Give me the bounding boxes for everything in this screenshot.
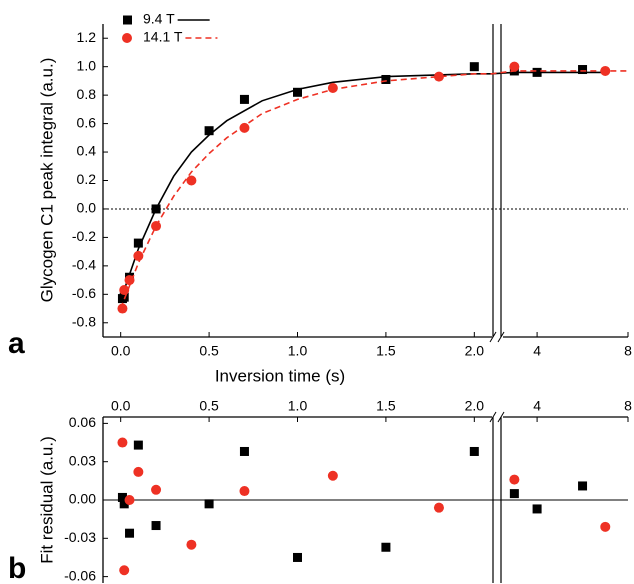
break-slash: [497, 331, 505, 343]
y-tick-label: 0.03: [69, 452, 96, 468]
point: [509, 474, 520, 485]
break-slash: [489, 331, 497, 343]
point: [239, 122, 250, 133]
point: [204, 126, 214, 136]
y-tick-label: 1.0: [77, 57, 97, 73]
point: [469, 62, 479, 72]
point: [239, 486, 250, 497]
point: [469, 446, 479, 456]
point: [433, 71, 444, 82]
x-tick-label: 1.5: [376, 398, 396, 414]
point: [293, 87, 302, 97]
point: [204, 499, 214, 509]
y-axis-label: Fit residual (a.u.): [37, 436, 56, 564]
legend-label: 14.1 T: [143, 29, 183, 45]
point: [186, 539, 197, 550]
point: [578, 481, 588, 491]
point: [509, 61, 520, 72]
point: [119, 499, 129, 509]
x-tick-label: 0.0: [111, 398, 131, 414]
point: [119, 565, 130, 576]
point: [151, 521, 161, 531]
point: [239, 94, 249, 104]
point: [381, 542, 391, 552]
y-tick-label: 0.8: [77, 86, 97, 102]
fit-line: [119, 71, 606, 301]
fit-line: [119, 70, 628, 309]
legend-label: 9.4 T: [143, 11, 175, 27]
y-tick-label: -0.4: [72, 257, 96, 273]
x-tick-label: 0.5: [199, 343, 219, 359]
break-slash: [497, 411, 505, 423]
x-tick-label: 4: [533, 343, 541, 359]
point: [532, 67, 542, 77]
point: [381, 74, 391, 84]
point: [293, 552, 302, 562]
y-tick-label: 0.00: [69, 491, 96, 507]
point: [125, 528, 135, 538]
point: [327, 470, 338, 481]
point: [133, 440, 143, 450]
x-tick-label: 1.0: [288, 398, 308, 414]
point: [600, 521, 611, 532]
point: [239, 446, 249, 456]
point: [133, 466, 144, 477]
point: [600, 65, 611, 76]
point: [117, 303, 128, 314]
point: [124, 495, 135, 505]
point: [117, 437, 128, 448]
y-tick-label: -0.2: [72, 228, 96, 244]
legend-marker: [122, 33, 132, 43]
x-axis-label: Inversion time (s): [215, 366, 345, 385]
x-tick-label: 8: [624, 343, 632, 359]
y-tick-label: -0.03: [64, 529, 96, 545]
x-tick-label: 2.0: [465, 398, 485, 414]
break-slash: [489, 411, 497, 423]
y-axis-label: Glycogen C1 peak integral (a.u.): [37, 58, 56, 303]
x-tick-label: 1.0: [288, 343, 308, 359]
x-tick-label: 1.5: [376, 343, 396, 359]
x-tick-label: 0.0: [111, 343, 131, 359]
y-tick-label: 0.2: [77, 171, 97, 187]
point: [133, 238, 143, 248]
y-tick-label: 0.0: [77, 200, 97, 216]
point: [119, 285, 130, 296]
y-tick-label: 0.06: [69, 414, 96, 430]
x-tick-label: 8: [624, 398, 632, 414]
panel-label: b: [8, 552, 26, 584]
x-tick-label: 0.5: [199, 398, 219, 414]
y-tick-label: -0.6: [72, 285, 96, 301]
y-tick-label: 1.2: [77, 29, 97, 45]
point: [532, 504, 542, 514]
y-tick-label: 0.4: [77, 143, 97, 159]
y-tick-label: -0.8: [72, 313, 96, 329]
point: [151, 221, 162, 232]
x-tick-label: 4: [533, 398, 541, 414]
point: [186, 175, 197, 186]
point: [119, 292, 129, 302]
legend-marker: [123, 15, 132, 25]
point: [133, 250, 144, 261]
point: [578, 65, 588, 75]
y-tick-label: 0.6: [77, 114, 97, 130]
point: [433, 502, 444, 513]
point: [151, 204, 161, 214]
x-tick-label: 2.0: [465, 343, 485, 359]
point: [509, 489, 519, 499]
point: [327, 83, 338, 94]
point: [117, 492, 127, 502]
point: [124, 275, 135, 286]
panel-label: a: [8, 327, 25, 360]
point: [151, 484, 162, 495]
y-tick-label: -0.06: [64, 567, 96, 583]
